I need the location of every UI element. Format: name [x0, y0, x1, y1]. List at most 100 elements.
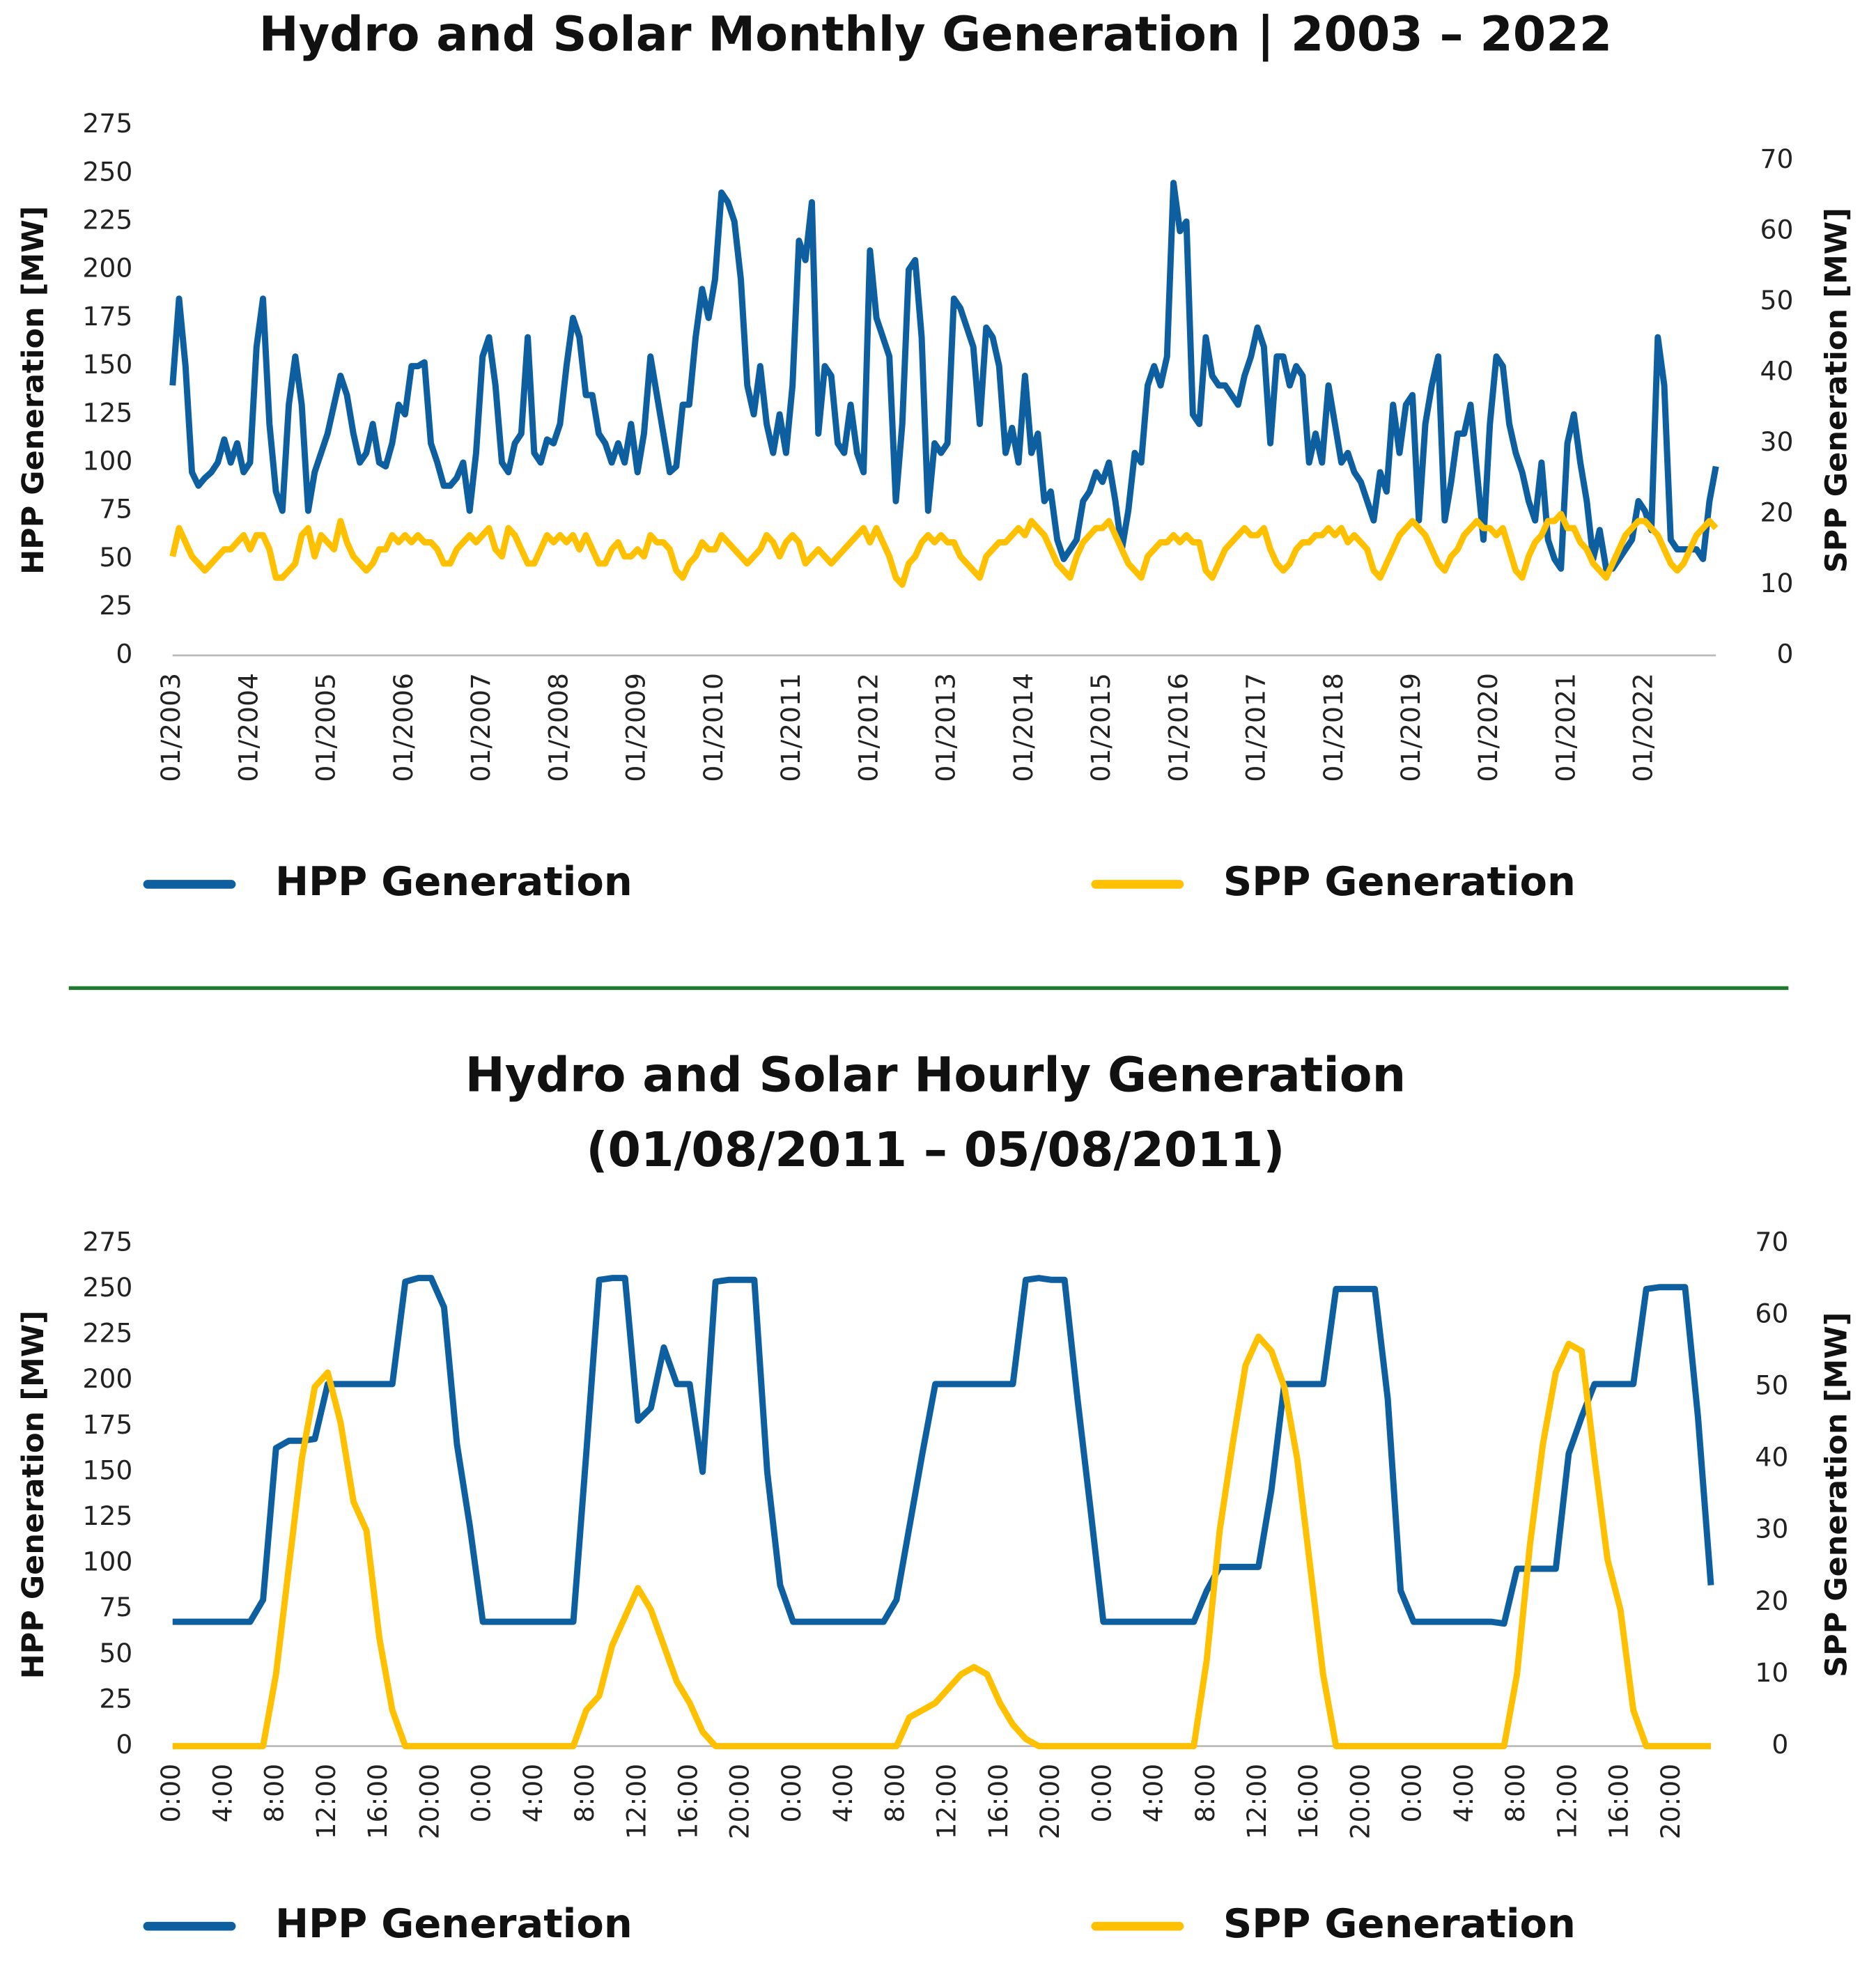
y-tick-label: 100 [82, 1546, 132, 1577]
x-tick-label: 01/2018 [1318, 673, 1349, 782]
y-tick-label: 50 [99, 542, 132, 573]
x-tick-label: 01/2015 [1085, 673, 1116, 782]
x-tick-label: 20:00 [1655, 1764, 1686, 1840]
y2-tick-label: 50 [1755, 1370, 1788, 1401]
y-tick-label: 250 [82, 156, 132, 187]
y2-tick-label: 50 [1760, 285, 1794, 316]
y2-tick-label: 60 [1755, 1298, 1788, 1328]
x-tick-label: 01/2011 [775, 673, 806, 782]
y2-tick-label: 60 [1760, 214, 1794, 245]
x-tick-label: 16:00 [1293, 1764, 1324, 1840]
x-tick-label: 8:00 [569, 1764, 600, 1823]
x-tick-label: 01/2013 [931, 673, 961, 782]
y2-tick-label: 20 [1755, 1585, 1788, 1616]
x-tick-label: 4:00 [828, 1764, 858, 1823]
x-tick-label: 12:00 [931, 1764, 962, 1840]
x-tick-label: 01/2019 [1395, 673, 1426, 782]
x-tick-label: 01/2020 [1473, 673, 1503, 782]
series-line [169, 180, 1719, 572]
y-tick-label: 75 [99, 494, 132, 525]
x-tick-label: 8:00 [1500, 1764, 1530, 1823]
x-tick-label: 16:00 [362, 1764, 393, 1840]
legend-label: HPP Generation [275, 858, 633, 905]
y2-tick-label: 10 [1760, 568, 1794, 598]
x-tick-label: 01/2021 [1550, 673, 1581, 782]
y-tick-label: 200 [82, 253, 132, 284]
x-tick-label: 20:00 [414, 1764, 444, 1840]
y-tick-label: 225 [82, 1318, 132, 1349]
y2-tick-label: 70 [1760, 144, 1794, 174]
x-tick-label: 4:00 [1138, 1764, 1169, 1823]
chart-title: (01/08/2011 – 05/08/2011) [586, 1123, 1285, 1178]
y2-tick-label: 0 [1772, 1729, 1788, 1760]
y-tick-label: 50 [99, 1638, 132, 1668]
x-tick-label: 0:00 [1086, 1764, 1117, 1823]
y-axis-label: HPP Generation [MW] [16, 1310, 51, 1679]
y2-tick-label: 40 [1755, 1442, 1788, 1473]
y-axis-label: HPP Generation [MW] [16, 206, 51, 575]
y2-axis-label: SPP Generation [MW] [1820, 1312, 1854, 1677]
x-tick-label: 12:00 [1241, 1764, 1272, 1840]
y-tick-label: 175 [82, 1409, 132, 1440]
y-tick-label: 200 [82, 1363, 132, 1394]
x-tick-label: 8:00 [259, 1764, 290, 1823]
legend-label: SPP Generation [1223, 858, 1576, 905]
y-tick-label: 125 [82, 1500, 132, 1531]
x-tick-label: 16:00 [673, 1764, 704, 1840]
legend-label: SPP Generation [1223, 1900, 1576, 1947]
legend-label: HPP Generation [275, 1900, 633, 1947]
y2-axis-label: SPP Generation [MW] [1820, 208, 1854, 573]
y2-tick-label: 30 [1760, 426, 1794, 457]
x-tick-label: 4:00 [518, 1764, 548, 1823]
x-tick-label: 16:00 [983, 1764, 1014, 1840]
y-tick-label: 275 [82, 108, 132, 139]
y2-tick-label: 30 [1755, 1514, 1788, 1544]
series-line [169, 511, 1719, 588]
x-tick-label: 01/2017 [1241, 673, 1271, 782]
x-tick-label: 4:00 [207, 1764, 238, 1823]
x-tick-label: 12:00 [1551, 1764, 1582, 1840]
x-tick-label: 01/2022 [1628, 673, 1659, 782]
x-tick-label: 20:00 [724, 1764, 755, 1840]
y-tick-label: 25 [99, 1683, 132, 1714]
y-tick-label: 125 [82, 397, 132, 428]
x-tick-label: 16:00 [1604, 1764, 1634, 1840]
y2-tick-label: 0 [1777, 638, 1794, 669]
x-tick-label: 12:00 [621, 1764, 651, 1840]
x-tick-label: 20:00 [1034, 1764, 1065, 1840]
y2-tick-label: 70 [1755, 1226, 1788, 1257]
x-tick-label: 01/2003 [155, 673, 186, 782]
x-tick-label: 01/2010 [698, 673, 729, 782]
chart-title: Hydro and Solar Hourly Generation [465, 1048, 1406, 1103]
y2-tick-label: 20 [1760, 497, 1794, 527]
x-tick-label: 01/2007 [465, 673, 496, 782]
y-tick-label: 25 [99, 590, 132, 621]
x-tick-label: 0:00 [155, 1764, 186, 1823]
series-line [172, 1275, 1714, 1627]
chart-title: Hydro and Solar Monthly Generation | 200… [259, 7, 1613, 62]
x-tick-label: 01/2016 [1163, 673, 1193, 782]
y-tick-label: 75 [99, 1592, 132, 1622]
x-tick-label: 01/2008 [543, 673, 573, 782]
x-tick-label: 01/2012 [853, 673, 883, 782]
y-tick-label: 250 [82, 1272, 132, 1303]
x-tick-label: 01/2004 [233, 673, 263, 782]
y-tick-label: 275 [82, 1226, 132, 1257]
y2-tick-label: 40 [1760, 355, 1794, 386]
x-tick-label: 01/2006 [388, 673, 419, 782]
x-tick-label: 12:00 [311, 1764, 341, 1840]
x-tick-label: 8:00 [879, 1764, 910, 1823]
y-tick-label: 175 [82, 301, 132, 332]
y-tick-label: 100 [82, 446, 132, 476]
x-tick-label: 0:00 [466, 1764, 497, 1823]
x-tick-label: 4:00 [1448, 1764, 1479, 1823]
y-tick-label: 150 [82, 1455, 132, 1485]
x-tick-label: 0:00 [1397, 1764, 1427, 1823]
y-tick-label: 225 [82, 204, 132, 235]
x-tick-label: 0:00 [776, 1764, 807, 1823]
y-tick-label: 150 [82, 349, 132, 380]
series-line [172, 1333, 1712, 1750]
x-tick-label: 01/2014 [1008, 673, 1039, 782]
x-tick-label: 01/2009 [621, 673, 651, 782]
